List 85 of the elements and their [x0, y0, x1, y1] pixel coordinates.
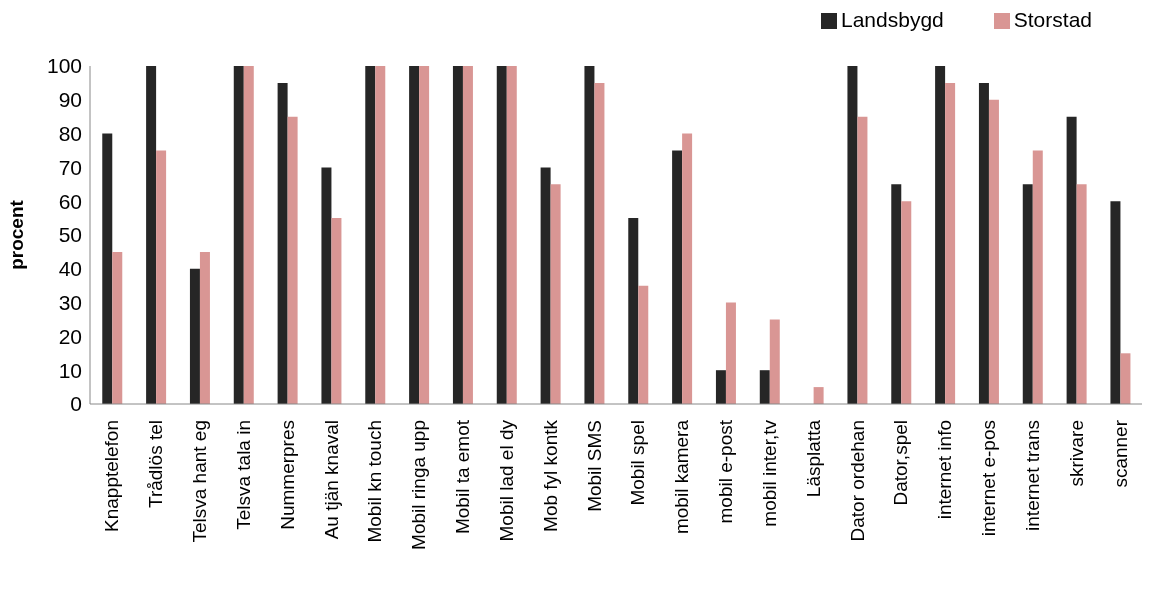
y-tick-label: 70: [58, 155, 82, 179]
legend-label: Storstad: [1013, 8, 1092, 31]
x-tick-label: Nummerpres: [276, 420, 298, 530]
x-tick-label: Au tjän knaval: [320, 420, 342, 540]
x-tick-label: Mobil kn touch: [364, 420, 386, 543]
bar: [594, 82, 605, 404]
bar: [628, 218, 639, 404]
x-tick-label: skrivare: [1065, 420, 1087, 487]
x-tick-label: internet e-pos: [978, 420, 1000, 537]
legend-label: Landsbygd: [841, 8, 944, 31]
bar: [506, 66, 517, 404]
bar: [199, 251, 210, 404]
bar: [287, 116, 298, 404]
bar: [945, 82, 956, 404]
bar: [682, 133, 693, 404]
x-tick-label: Mobil ta emot: [452, 419, 474, 535]
bar: [715, 370, 726, 404]
bar: [112, 251, 123, 404]
y-tick-label: 50: [58, 223, 82, 247]
bar: [419, 66, 430, 404]
bar: [584, 66, 595, 404]
x-tick-label: Telsva hant eg: [189, 420, 211, 543]
x-tick-label: Mobil spel: [627, 420, 649, 506]
y-tick-label: 90: [58, 88, 82, 112]
y-tick-label: 40: [58, 257, 82, 281]
y-tick-label: 60: [58, 189, 82, 213]
x-tick-label: Läsplatta: [802, 419, 824, 498]
x-tick-label: Mobil SMS: [583, 420, 605, 512]
bar: [935, 66, 946, 404]
y-tick-label: 100: [46, 54, 82, 78]
x-tick-label: internet info: [934, 420, 956, 520]
bar: [1032, 150, 1043, 404]
y-tick-label: 30: [58, 291, 82, 315]
bar: [540, 167, 551, 404]
x-tick-label: Dator,spel: [890, 420, 912, 506]
y-tick-label: 10: [58, 358, 82, 382]
bar: [638, 285, 649, 404]
y-axis-title: procent: [5, 199, 27, 270]
bar: [189, 268, 200, 404]
bar: [891, 184, 902, 404]
x-tick-label: Trådlös tel: [145, 420, 167, 508]
bar: [156, 150, 167, 404]
x-tick-label: Dator ordehan: [846, 420, 868, 542]
x-tick-label: internet trans: [1021, 420, 1043, 531]
bar: [550, 184, 561, 404]
x-tick-label: scanner: [1109, 419, 1131, 488]
y-tick-label: 80: [58, 122, 82, 146]
bar: [1066, 116, 1077, 404]
x-tick-label: Mobil lad el dy: [495, 419, 517, 542]
bar: [1022, 184, 1033, 404]
bar: [759, 370, 770, 404]
bar: [672, 150, 683, 404]
x-tick-label: Telsva tala in: [232, 420, 254, 530]
bar: [146, 66, 157, 404]
bar: [769, 319, 780, 404]
y-tick-label: 0: [70, 392, 82, 416]
bar: [813, 387, 824, 404]
bar: [331, 218, 342, 404]
x-tick-label: mobil e-post: [715, 419, 737, 524]
bar: [409, 66, 420, 404]
bar: [978, 82, 989, 404]
x-tick-label: Mobil ringa upp: [408, 420, 430, 550]
bar: [901, 201, 912, 404]
bar: [321, 167, 332, 404]
bar: [1120, 353, 1131, 404]
x-tick-label: mobil inter,tv: [758, 419, 780, 527]
bar: [243, 66, 254, 404]
bar: [233, 66, 244, 404]
bar: [102, 133, 113, 404]
bar: [365, 66, 376, 404]
bar: [452, 66, 463, 404]
bar: [1110, 201, 1121, 404]
bar: [1076, 184, 1087, 404]
bar: [496, 66, 507, 404]
bar: [277, 82, 288, 404]
x-tick-label: mobil kamera: [671, 419, 693, 535]
bar: [725, 302, 736, 404]
bar: [462, 66, 473, 404]
x-tick-label: Mob fyl kontk: [539, 419, 561, 532]
bar: [988, 99, 999, 404]
bar: [857, 116, 868, 404]
x-tick-label: Knapptelefon: [101, 420, 123, 532]
bar: [375, 66, 386, 404]
bar: [847, 66, 858, 404]
y-tick-label: 20: [58, 324, 82, 348]
